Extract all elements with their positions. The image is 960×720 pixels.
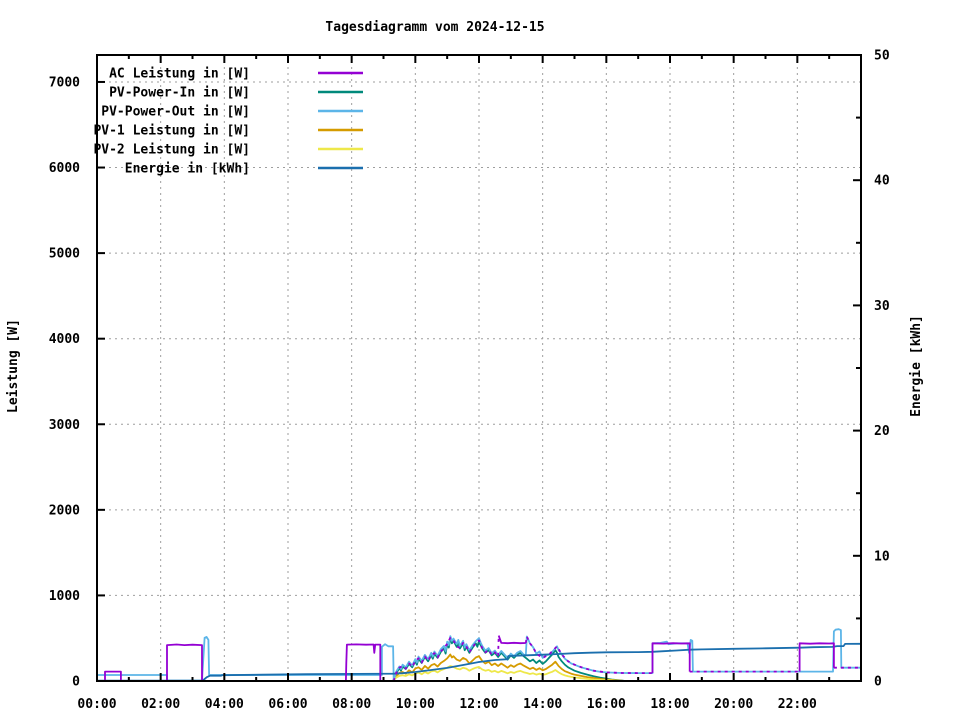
y-tick-label: 3000: [49, 418, 80, 433]
x-tick-label: 00:00: [77, 697, 116, 712]
y2-tick-label: 0: [874, 675, 882, 690]
legend-label: PV-1 Leistung in [W]: [93, 124, 250, 139]
series-pv-2-leistung-in-w: [97, 665, 861, 682]
y2-tick-label: 20: [874, 424, 890, 439]
x-tick-label: 06:00: [268, 697, 307, 712]
y-tick-label: 4000: [49, 332, 80, 347]
series-ac-leistung-in-w: [392, 635, 500, 682]
legend-label: PV-Power-Out in [W]: [101, 105, 250, 120]
x-tick-label: 10:00: [396, 697, 435, 712]
x-tick-label: 02:00: [141, 697, 180, 712]
legend-label: Energie in [kWh]: [125, 162, 250, 177]
x-tick-label: 14:00: [523, 697, 562, 712]
y2-tick-label: 30: [874, 299, 890, 314]
x-tick-label: 18:00: [650, 697, 689, 712]
series-ac-leistung-in-w: [651, 642, 691, 674]
series-ac-leistung-in-w: [497, 635, 526, 645]
series-pv-1-leistung-in-w: [97, 653, 861, 682]
y-tick-label: 5000: [49, 247, 80, 262]
y-tick-label: 7000: [49, 75, 80, 90]
y2-tick-label: 10: [874, 549, 890, 564]
series-lines: [97, 628, 862, 682]
chart-title: Tagesdiagramm vom 2024-12-15: [325, 20, 545, 35]
x-tick-label: 22:00: [778, 697, 817, 712]
legend-label: PV-2 Leistung in [W]: [93, 143, 250, 158]
grid: [97, 55, 861, 681]
x-tick-label: 12:00: [459, 697, 498, 712]
y-tick-label: 1000: [49, 589, 80, 604]
x-tick-label: 20:00: [714, 697, 753, 712]
series-energie-in-kwh: [97, 642, 862, 682]
axis-ticks: [96, 54, 862, 682]
y-tick-label: 6000: [49, 161, 80, 176]
series-ac-leistung-in-w: [798, 642, 835, 672]
series-pv-power-out-in-w: [97, 628, 861, 682]
tick-labels: 00:00 02:00 04:00 06:00 08:00 10:00 12:00 14:00…: [49, 49, 890, 713]
x-tick-label: 16:00: [587, 697, 626, 712]
y-tick-label: 0: [72, 675, 80, 690]
legend-label: PV-Power-In in [W]: [109, 86, 250, 101]
y-tick-label: 2000: [49, 503, 80, 518]
y2-tick-label: 40: [874, 174, 890, 189]
x-tick-label: 08:00: [332, 697, 371, 712]
legend-label: AC Leistung in [W]: [109, 67, 250, 82]
y2-tick-label: 50: [874, 49, 890, 64]
legend: AC Leistung in [W] PV-Power-In in [W] PV-P…: [93, 67, 363, 177]
x-tick-label: 04:00: [205, 697, 244, 712]
